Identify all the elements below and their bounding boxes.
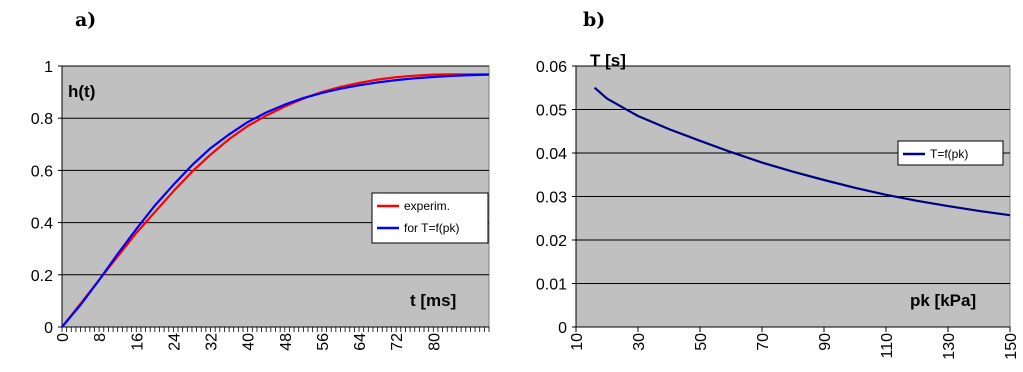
- x-tick-label: 50: [693, 333, 710, 351]
- y-tick-label: 0.01: [536, 277, 567, 294]
- x-tick-label: 32: [204, 333, 221, 351]
- x-tick-label: 80: [426, 333, 443, 351]
- panel-label: b): [583, 9, 605, 31]
- legend: T=f(pk): [897, 140, 1004, 166]
- x-tick-label: 30: [631, 333, 648, 351]
- x-axis-title: pk [kPa]: [910, 291, 976, 310]
- series-line-0: [61, 73, 489, 328]
- y-tick-label: 1: [44, 59, 53, 76]
- x-tick-label: 56: [315, 333, 332, 351]
- x-tick-label: 72: [389, 333, 406, 351]
- legend-entry: experim.: [404, 199, 450, 213]
- x-tick-label: 8: [92, 333, 109, 342]
- x-tick-label: 150: [1003, 333, 1020, 360]
- x-tick-label: 130: [941, 333, 958, 360]
- y-tick-label: 0.03: [536, 190, 567, 207]
- y-tick-label: 0.02: [536, 233, 567, 250]
- x-axis-title: t [ms]: [410, 291, 456, 310]
- x-tick-label: 40: [241, 333, 258, 351]
- y-axis-title: h(t): [68, 82, 95, 101]
- legend-entry: T=f(pk): [930, 147, 968, 161]
- chart-panel-a: a) 0 0.2 0.4 0.6 0.8 1 0 8 16 24 32 40 48 56 64 72 80 h(t)…: [31, 9, 490, 351]
- y-tick-label: 0.05: [536, 103, 567, 120]
- y-tick-label: 0.04: [536, 146, 567, 163]
- panel-label: a): [75, 9, 96, 31]
- y-tick-label: 0.6: [31, 163, 53, 180]
- legend: experim. for T=f(pk): [371, 192, 489, 244]
- x-tick-label: 90: [817, 333, 834, 351]
- chart-panel-b: b) 0 0.01 0.02 0.03 0.04 0.05 0.06 10 30 50 70 90 110…: [536, 9, 1020, 360]
- legend-box: [371, 192, 489, 244]
- x-tick-label: 24: [166, 333, 183, 351]
- y-tick-label: 0.8: [31, 111, 53, 128]
- y-tick-label: 0: [558, 320, 567, 337]
- y-tick-label: 0.4: [31, 216, 53, 233]
- y-tick-label: 0: [44, 320, 53, 337]
- x-tick-label: 0: [55, 333, 72, 342]
- x-tick-label: 70: [755, 333, 772, 351]
- y-tick-label: 0.2: [31, 268, 53, 285]
- y-axis-title: T [s]: [590, 51, 626, 70]
- series-line-1: [61, 73, 490, 328]
- legend-entry: for T=f(pk): [404, 221, 459, 235]
- x-tick-label: 16: [129, 333, 146, 351]
- x-tick-label: 10: [569, 333, 586, 351]
- x-tick-label: 48: [278, 333, 295, 351]
- x-tick-label: 64: [352, 333, 369, 351]
- y-tick-label: 0.06: [536, 59, 567, 76]
- x-tick-label: 110: [879, 333, 896, 359]
- series-line-0: [593, 86, 1011, 217]
